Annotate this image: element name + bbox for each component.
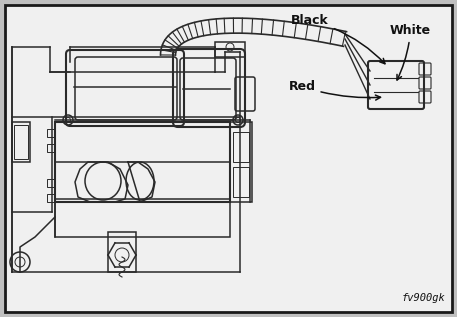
FancyBboxPatch shape xyxy=(368,61,424,109)
Text: fv900gk: fv900gk xyxy=(401,293,445,303)
Text: White: White xyxy=(390,24,431,80)
FancyBboxPatch shape xyxy=(5,5,452,312)
Text: Black: Black xyxy=(291,14,385,64)
Text: Red: Red xyxy=(288,80,381,100)
